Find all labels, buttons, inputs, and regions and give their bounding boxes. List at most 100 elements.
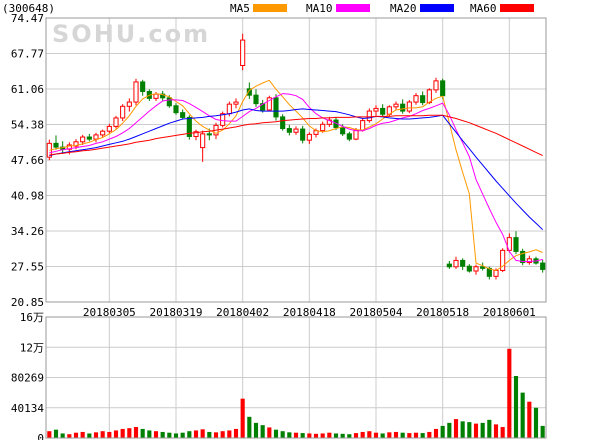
volume-bar: [140, 428, 145, 438]
volume-bar: [47, 431, 52, 438]
candle-body-down: [246, 88, 252, 96]
volume-bar: [87, 433, 92, 438]
candle-body-up: [120, 105, 126, 119]
candle-body-down: [440, 80, 446, 97]
price-panel-frame: [45, 17, 547, 303]
volume-bar: [373, 432, 379, 438]
candle-body-down: [420, 95, 426, 104]
volume-bar: [327, 432, 332, 438]
candle-body-up: [360, 120, 366, 131]
volume-bar: [240, 398, 245, 438]
candle-body-down: [253, 94, 259, 105]
volume-bars: [47, 348, 545, 438]
volume-bar: [380, 433, 385, 438]
volume-bar: [220, 431, 225, 438]
candle-body-up: [373, 107, 379, 112]
candle-body-down: [206, 133, 212, 136]
volume-bar: [527, 401, 532, 438]
volume-bar: [260, 425, 265, 438]
candle-body-up: [266, 97, 272, 111]
volume-bar: [500, 427, 505, 438]
volume-bar: [293, 432, 299, 438]
volume-bar: [433, 428, 439, 438]
candle-body-up: [133, 81, 139, 103]
candle-body-down: [400, 103, 406, 112]
legend-swatch: [336, 4, 370, 12]
candle-body-down: [380, 107, 386, 115]
volume-tick-label: 80269: [11, 372, 44, 385]
volume-bar: [307, 433, 312, 438]
candle-body-down: [286, 128, 292, 133]
candle-body-up: [306, 133, 312, 141]
price-tick-label: 47.66: [11, 154, 44, 167]
candle-body-up: [426, 89, 432, 104]
volume-bar: [167, 432, 172, 438]
volume-bar: [467, 422, 472, 438]
ma60-line: [49, 114, 543, 157]
candle-body-down: [173, 105, 179, 114]
candle-body-up: [193, 131, 199, 137]
volume-bar: [253, 422, 259, 438]
volume-tick-label: 12万: [20, 341, 44, 354]
candle-body-up: [493, 269, 499, 277]
volume-bar: [67, 434, 72, 438]
candle-body-up: [226, 103, 232, 115]
volume-bar: [227, 430, 232, 438]
candle-body-up: [453, 259, 459, 268]
candle-body-up: [433, 80, 439, 91]
volume-bar: [173, 433, 179, 438]
ma10-line: [49, 93, 543, 262]
volume-bar: [100, 431, 105, 438]
volume-bar: [287, 432, 292, 438]
legend-swatch: [420, 4, 454, 12]
volume-bar: [320, 433, 325, 438]
volume-bar: [247, 416, 252, 438]
volume-bar: [313, 433, 319, 438]
price-tick-label: 20.85: [11, 296, 44, 309]
volume-bar: [273, 429, 279, 438]
volume-bar: [133, 427, 139, 438]
candle-body-down: [513, 237, 519, 252]
volume-bar: [507, 348, 512, 438]
price-tick-label: 34.26: [11, 225, 44, 238]
candle-body-up: [113, 117, 119, 127]
price-tick-label: 67.77: [11, 48, 44, 61]
volume-tick-label: 16万: [20, 311, 44, 324]
volume-bar: [127, 428, 132, 438]
volume-bar: [153, 431, 159, 438]
candle-body-up: [526, 258, 532, 264]
volume-bar: [540, 425, 545, 438]
volume-bar: [93, 432, 99, 438]
legend-label: MA5: [230, 2, 250, 15]
volume-bar: [447, 422, 452, 438]
price-tick-label: 27.55: [11, 261, 44, 274]
candle-body-down: [520, 250, 526, 264]
legend-swatch: [253, 4, 287, 12]
candle-body-down: [166, 97, 172, 107]
candle-body-up: [153, 93, 159, 99]
volume-bar: [400, 432, 405, 438]
volume-bar: [200, 429, 205, 438]
volume-bar: [533, 407, 539, 438]
ma5-line: [49, 79, 543, 272]
volume-bar: [393, 431, 399, 438]
candle-body-up: [473, 266, 479, 272]
date-tick-label: 20180319: [150, 306, 203, 319]
candle-body-down: [86, 136, 92, 140]
date-tick-label: 20180402: [216, 306, 269, 319]
volume-tick-label: 0: [37, 432, 44, 440]
candle-body-down: [180, 112, 186, 118]
volume-bar: [160, 431, 165, 438]
candle-body-up: [240, 39, 246, 67]
legend-swatch: [500, 4, 534, 12]
volume-bar: [420, 433, 425, 438]
chart-frame: [45, 17, 547, 439]
candle-body-down: [460, 259, 466, 267]
candle-body-up: [200, 133, 206, 149]
volume-bar: [487, 419, 492, 438]
candle-body-up: [320, 123, 326, 132]
candle-body-up: [220, 113, 226, 126]
volume-bar: [513, 375, 519, 438]
price-tick-label: 74.47: [11, 12, 44, 25]
